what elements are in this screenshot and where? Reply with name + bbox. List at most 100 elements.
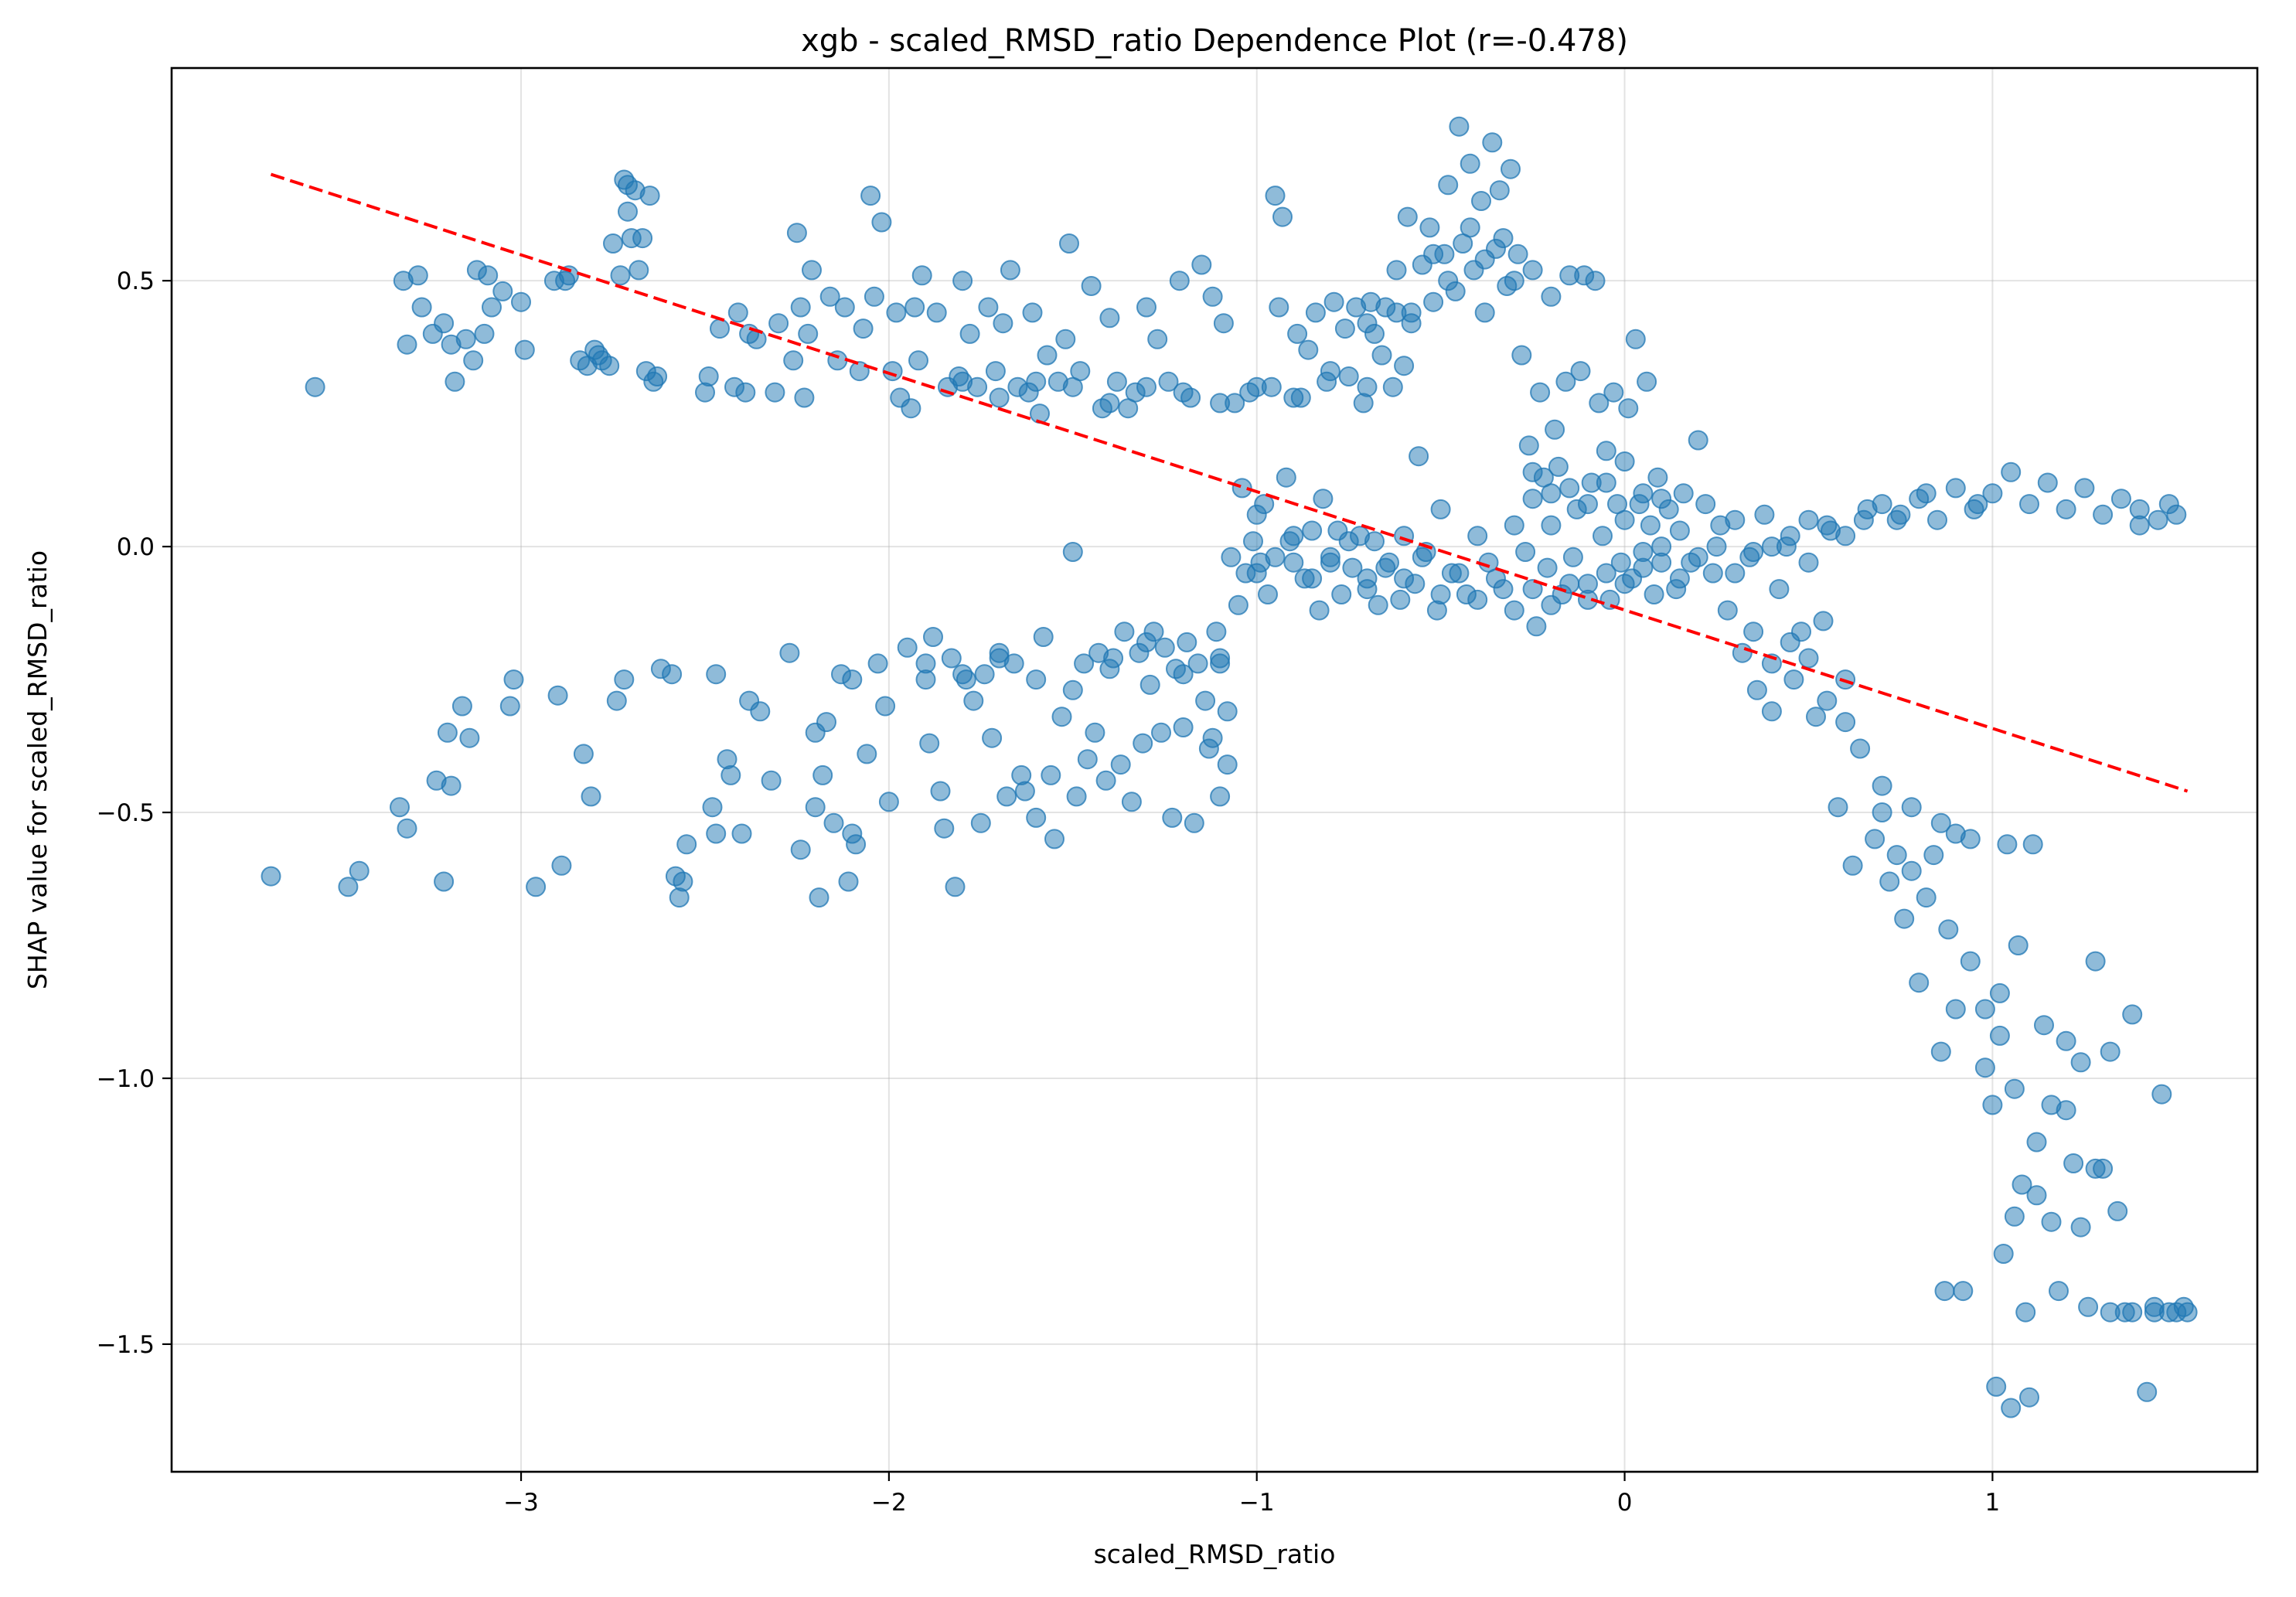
data-point [1493, 228, 1514, 249]
data-point [996, 786, 1017, 807]
data-point [1449, 563, 1470, 584]
data-point [1217, 701, 1238, 722]
data-point [1382, 376, 1403, 397]
data-point [1515, 542, 1536, 562]
data-point [1136, 297, 1157, 318]
data-point [1026, 807, 1047, 828]
data-point [1725, 563, 1746, 584]
data-point [1206, 621, 1227, 642]
data-point [786, 223, 807, 243]
data-point [451, 696, 472, 717]
data-point [441, 775, 462, 796]
data-point [1287, 323, 1308, 344]
data-point [908, 350, 928, 371]
data-point [1342, 557, 1363, 578]
data-point [886, 302, 907, 323]
data-point [1526, 616, 1547, 637]
data-point [1688, 547, 1708, 567]
data-point [750, 701, 771, 722]
y-tick-label: −1.0 [97, 1065, 155, 1093]
data-point [1945, 823, 1966, 844]
data-point [1596, 472, 1616, 493]
data-point [1313, 489, 1334, 509]
data-point [1890, 504, 1911, 525]
data-point [1769, 579, 1790, 600]
data-point [526, 877, 547, 897]
data-point [1258, 584, 1278, 604]
data-point [1541, 483, 1562, 504]
data-point [1177, 632, 1197, 652]
data-point [558, 265, 579, 286]
data-point [2074, 478, 2095, 499]
data-point [1901, 797, 1922, 818]
data-point [1364, 531, 1385, 552]
data-point [434, 871, 455, 892]
x-tick-label: −3 [503, 1489, 539, 1517]
data-point [1246, 376, 1267, 397]
data-point [857, 744, 877, 764]
data-point [1162, 807, 1183, 828]
data-point [842, 669, 863, 690]
data-point [2100, 1302, 2121, 1323]
data-point [1974, 999, 1995, 1020]
data-point [261, 866, 281, 887]
data-point [816, 712, 836, 733]
data-point [1210, 786, 1231, 807]
data-point [959, 323, 980, 344]
data-point [1460, 153, 1480, 174]
y-axis-ticks: 0.5 0.0 −0.5 −1.0 −1.5 [97, 267, 172, 1359]
data-point [1471, 191, 1491, 211]
data-point [2008, 935, 2029, 955]
data-point [1213, 313, 1234, 334]
data-point [1202, 286, 1223, 307]
data-point [1640, 515, 1661, 536]
data-point [1467, 589, 1488, 610]
y-tick-label: −1.5 [97, 1331, 155, 1359]
data-point [1110, 754, 1131, 775]
data-point [904, 297, 925, 318]
data-point [812, 764, 833, 785]
data-point [1872, 775, 1892, 796]
data-point [864, 286, 884, 307]
data-point [1706, 536, 1727, 557]
data-point [765, 382, 785, 403]
data-point [1669, 568, 1690, 589]
data-point [1934, 1281, 1955, 1302]
data-point [790, 297, 811, 318]
data-point [1651, 552, 1672, 573]
data-point [1562, 547, 1583, 567]
data-point [1386, 260, 1407, 281]
data-point [1761, 701, 1782, 722]
data-point [482, 297, 502, 318]
data-point [1062, 679, 1083, 700]
data-point [915, 653, 936, 674]
data-point [1504, 515, 1524, 536]
data-point [1725, 509, 1746, 530]
data-point [1357, 376, 1378, 397]
data-point [639, 186, 660, 206]
data-point [1927, 509, 1947, 530]
data-point [1945, 999, 1966, 1020]
data-point [1158, 371, 1179, 392]
data-point [867, 653, 888, 674]
data-point [1482, 132, 1503, 153]
data-point [2085, 951, 2106, 972]
scatter-points [261, 116, 2198, 1418]
data-point [1501, 158, 1521, 179]
data-point [1647, 467, 1668, 488]
data-point [390, 797, 410, 818]
data-point [1467, 526, 1488, 547]
data-point [911, 265, 932, 286]
data-point [798, 323, 819, 344]
data-point [1386, 302, 1407, 323]
data-point [2137, 1381, 2158, 1402]
data-point [1504, 271, 1524, 291]
data-point [1173, 717, 1194, 737]
data-point [1669, 520, 1690, 541]
data-point [1578, 494, 1598, 515]
y-axis-label: SHAP value for scaled_RMSD_ratio [22, 550, 53, 989]
data-point [1930, 1041, 1951, 1062]
data-point [930, 781, 951, 802]
data-point [1798, 509, 1819, 530]
data-point [1596, 441, 1616, 461]
